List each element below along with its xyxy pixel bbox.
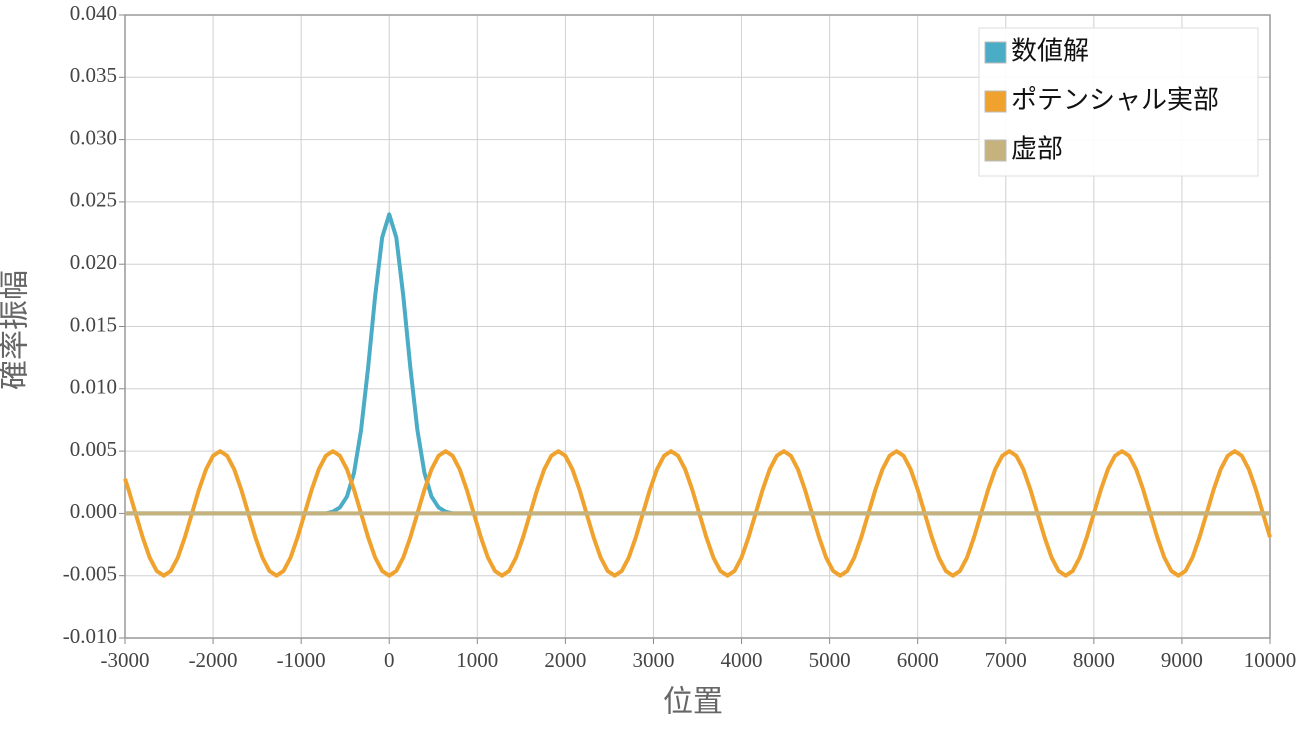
- x-tick-label: 5000: [809, 648, 851, 672]
- x-tick-label: -1000: [277, 648, 326, 672]
- y-tick-label: 0.010: [70, 375, 117, 399]
- y-tick-label: 0.030: [70, 125, 117, 149]
- y-tick-label: 0.040: [70, 1, 117, 25]
- y-tick-label: 0.005: [70, 437, 117, 461]
- series-line: [123, 449, 1272, 578]
- x-tick-label: 7000: [985, 648, 1027, 672]
- x-tick-label: 6000: [897, 648, 939, 672]
- legend-label: ポテンシャル実部: [1011, 86, 1219, 116]
- y-tick-label: 0.000: [70, 499, 117, 523]
- legend-swatch: [984, 139, 1007, 162]
- x-tick-label: -3000: [101, 648, 150, 672]
- x-tick-label: 1000: [456, 648, 498, 672]
- y-tick-label: -0.010: [63, 624, 117, 648]
- x-axis-title: 位置: [663, 685, 723, 720]
- legend-swatch: [984, 41, 1007, 64]
- y-axis-title: 確率振幅: [0, 270, 33, 390]
- y-tick-label: 0.015: [70, 312, 117, 336]
- legend-box: [978, 27, 1259, 177]
- y-tick-label: 0.035: [70, 63, 117, 87]
- y-tick-label: 0.025: [70, 188, 117, 212]
- x-tick-label: 0: [384, 648, 395, 672]
- x-tick-label: -2000: [189, 648, 238, 672]
- legend-label: 虚部: [1011, 135, 1063, 165]
- x-tick-label: 2000: [544, 648, 586, 672]
- x-tick-label: 4000: [721, 648, 763, 672]
- x-tick-label: 10000: [1244, 648, 1297, 672]
- x-tick-label: 8000: [1073, 648, 1115, 672]
- legend-swatch: [984, 90, 1007, 113]
- legend-label: 数値解: [1011, 37, 1089, 67]
- plot-border: [124, 14, 1271, 639]
- x-tick-label: 3000: [632, 648, 674, 672]
- y-tick-label: -0.005: [63, 562, 117, 586]
- x-tick-label: 9000: [1161, 648, 1203, 672]
- y-tick-label: 0.020: [70, 250, 117, 274]
